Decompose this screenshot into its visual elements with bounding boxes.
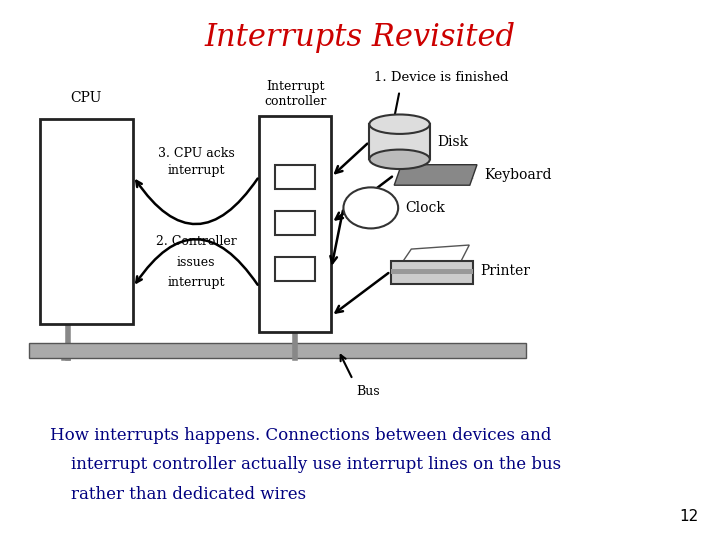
Bar: [390, 269, 474, 274]
Bar: [369, 124, 430, 159]
Text: Interrupts Revisited: Interrupts Revisited: [204, 22, 516, 53]
Text: Keyboard: Keyboard: [484, 168, 552, 182]
Circle shape: [343, 187, 398, 228]
Text: 1. Device is finished: 1. Device is finished: [374, 71, 509, 84]
Text: interrupt: interrupt: [168, 164, 225, 177]
Bar: [275, 256, 315, 281]
Ellipse shape: [369, 114, 430, 134]
Text: Bus: Bus: [356, 385, 380, 398]
Text: CPU: CPU: [71, 91, 102, 105]
Text: rather than dedicated wires: rather than dedicated wires: [50, 486, 307, 503]
Bar: [40, 119, 133, 324]
Polygon shape: [403, 245, 469, 261]
Polygon shape: [395, 165, 477, 185]
Text: Printer: Printer: [481, 265, 531, 278]
Text: Interrupt: Interrupt: [266, 80, 325, 93]
Text: interrupt controller actually use interrupt lines on the bus: interrupt controller actually use interr…: [50, 456, 562, 473]
Text: Clock: Clock: [405, 201, 445, 215]
Bar: [275, 211, 315, 235]
Ellipse shape: [369, 150, 430, 169]
Text: 12: 12: [679, 509, 698, 524]
Bar: [29, 343, 526, 358]
Text: interrupt: interrupt: [168, 276, 225, 289]
Bar: [390, 261, 474, 284]
Text: controller: controller: [264, 95, 326, 108]
Text: 3. CPU acks: 3. CPU acks: [158, 147, 235, 160]
Text: Disk: Disk: [437, 135, 468, 148]
Text: issues: issues: [177, 256, 215, 269]
Bar: [275, 165, 315, 189]
Text: 2. Controller: 2. Controller: [156, 235, 237, 248]
Text: How interrupts happens. Connections between devices and: How interrupts happens. Connections betw…: [50, 427, 552, 443]
Bar: [259, 116, 331, 332]
